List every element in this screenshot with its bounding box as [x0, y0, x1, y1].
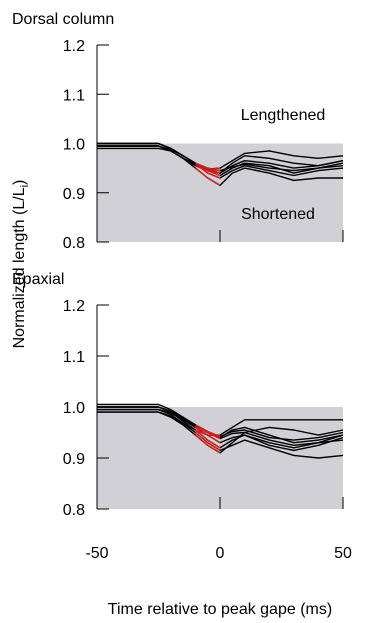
y-tick-label: 1.0	[63, 137, 85, 154]
series-highlight	[194, 429, 221, 449]
panel-title: Dorsal column	[12, 11, 114, 28]
x-tick-labels: -50 0 50	[85, 545, 352, 562]
series-highlight	[194, 167, 221, 186]
shortened-region	[97, 407, 343, 509]
y-tick-label: 0.8	[63, 235, 85, 252]
panel-epaxial: Epaxial 0.8 0.9 1.0 1.1 1.2	[12, 271, 344, 519]
lengthened-label: Lengthened	[241, 107, 326, 124]
series-highlight	[195, 165, 221, 174]
series-highlight	[195, 424, 221, 438]
series-highlight	[194, 431, 221, 451]
series-highlight	[195, 163, 221, 170]
y-tick-label: 1.0	[63, 400, 85, 417]
series-highlight	[195, 162, 221, 172]
y-tick-label: 1.1	[63, 349, 85, 366]
x-tick-label: 0	[216, 545, 225, 562]
panel-dorsal-column: Dorsal column 0.8 0.9 1.0 1.1 1.2 Lengthened…	[12, 11, 344, 252]
x-axis-label: Time relative to peak gape (ms)	[108, 601, 332, 618]
y-tick-label: 0.9	[63, 451, 85, 468]
x-tick-label: -50	[85, 545, 108, 562]
panel-title: Epaxial	[12, 271, 64, 288]
series-group	[97, 403, 344, 459]
series-highlight	[195, 425, 221, 440]
y-axis-label: Normalized length (L/Li)	[11, 180, 31, 349]
y-axis: 0.8 0.9 1.0 1.1 1.2	[63, 298, 344, 519]
shortened-region	[97, 143, 343, 242]
series-highlight	[194, 434, 221, 454]
y-tick-label: 1.1	[63, 87, 85, 104]
x-tick-label: 50	[334, 545, 352, 562]
series-group	[97, 142, 344, 187]
y-tick-label: 1.2	[63, 38, 85, 55]
y-axis: 0.8 0.9 1.0 1.1 1.2	[63, 38, 344, 252]
y-tick-label: 1.2	[63, 298, 85, 315]
y-tick-label: 0.8	[63, 502, 85, 519]
y-tick-label: 0.9	[63, 186, 85, 203]
shortened-label: Shortened	[241, 206, 315, 223]
